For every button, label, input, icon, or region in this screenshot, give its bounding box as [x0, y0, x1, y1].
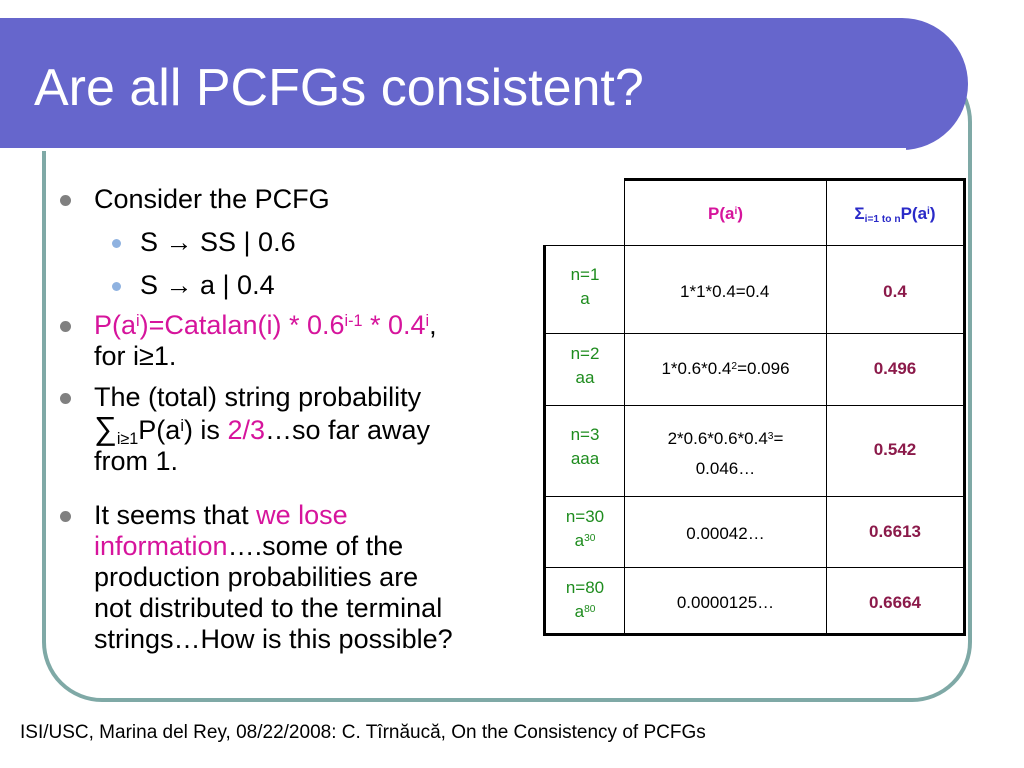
bullet-dot-icon	[60, 195, 71, 206]
rule-1-text: S → SS | 0.6	[140, 227, 296, 257]
arrow-icon: →	[165, 270, 193, 300]
slide-footer: ISI/USC, Marina del Rey, 08/22/2008: C. …	[20, 722, 706, 743]
title-underline	[0, 148, 906, 151]
sigma-icon: ∑	[94, 410, 117, 446]
bullet-dot-icon	[60, 393, 71, 404]
arrow-icon: →	[165, 227, 193, 257]
rule-2-text: S → a | 0.4	[140, 270, 275, 300]
subbullet-dot-icon	[112, 239, 121, 248]
title-bar: Are all PCFGs consistent?	[0, 18, 968, 151]
slide-title: Are all PCFGs consistent?	[34, 59, 644, 117]
bullet-text: Consider the PCFG	[94, 184, 330, 214]
lose-information-text: It seems that we lose information….some o…	[94, 500, 453, 654]
formula-text: P(ai)=Catalan(i) * 0.6i-1 * 0.4i, for i≥1…	[94, 310, 437, 371]
subbullet-dot-icon	[112, 282, 121, 291]
slide-frame	[42, 62, 972, 702]
bullet-dot-icon	[60, 321, 71, 332]
total-probability-text: The (total) string probability ∑i≥1P(ai) …	[94, 382, 431, 476]
bullet-dot-icon	[60, 511, 71, 522]
